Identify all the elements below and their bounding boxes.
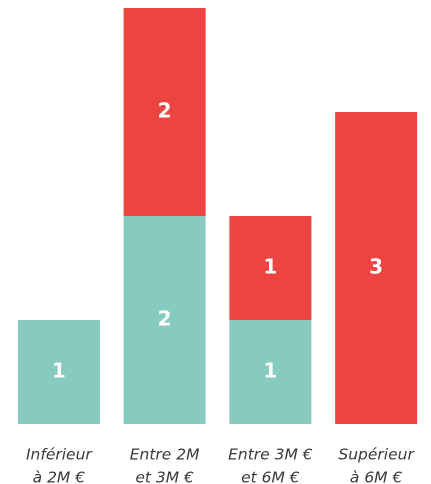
bar-segment — [17, 320, 100, 424]
x-tick-label: Entre 3M € — [228, 446, 313, 464]
data-label: 2 — [158, 99, 172, 123]
data-label: 3 — [369, 255, 383, 279]
bar-segment — [229, 216, 312, 320]
data-label: 2 — [158, 307, 172, 331]
x-tick-label: à 6M € — [350, 469, 403, 484]
bar-segment — [123, 8, 206, 216]
data-label: 1 — [52, 359, 66, 383]
x-tick-label: Entre 2M — [130, 446, 200, 464]
x-tick-label: et 6M € — [241, 469, 300, 484]
bar-segment — [123, 216, 206, 424]
bar-segment — [335, 112, 418, 424]
x-tick-label: et 3M € — [135, 469, 194, 484]
data-label: 1 — [263, 359, 277, 383]
x-tick-label: à 2M € — [33, 469, 86, 484]
data-label: 1 — [263, 255, 277, 279]
x-tick-label: Supérieur — [338, 446, 415, 464]
bar-segment — [229, 320, 312, 424]
x-tick-label: Inférieur — [26, 446, 93, 464]
